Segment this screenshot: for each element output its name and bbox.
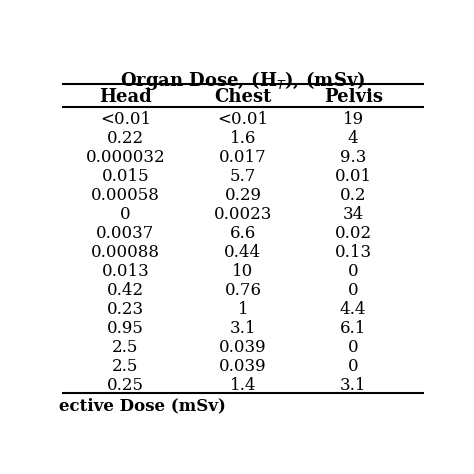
Text: 34: 34 xyxy=(343,206,364,223)
Text: <0.01: <0.01 xyxy=(100,111,151,128)
Text: 0.95: 0.95 xyxy=(107,319,144,337)
Text: 1.6: 1.6 xyxy=(230,130,256,147)
Text: 0: 0 xyxy=(348,263,358,280)
Text: 0.000032: 0.000032 xyxy=(86,149,165,166)
Text: 2.5: 2.5 xyxy=(112,338,138,356)
Text: Pelvis: Pelvis xyxy=(324,88,383,106)
Text: 0.0037: 0.0037 xyxy=(96,225,155,242)
Text: 0.0023: 0.0023 xyxy=(214,206,272,223)
Text: 4: 4 xyxy=(348,130,358,147)
Text: Chest: Chest xyxy=(214,88,272,106)
Text: 1.4: 1.4 xyxy=(230,377,256,393)
Text: 0.013: 0.013 xyxy=(101,263,149,280)
Text: 9.3: 9.3 xyxy=(340,149,366,166)
Text: ective Dose (mSv): ective Dose (mSv) xyxy=(59,397,226,414)
Text: 0.00088: 0.00088 xyxy=(91,244,160,261)
Text: 0.23: 0.23 xyxy=(107,301,144,318)
Text: 4.4: 4.4 xyxy=(340,301,366,318)
Text: 0.02: 0.02 xyxy=(335,225,372,242)
Text: 0: 0 xyxy=(348,338,358,356)
Text: Head: Head xyxy=(99,88,152,106)
Text: 0: 0 xyxy=(348,282,358,299)
Text: 0.00058: 0.00058 xyxy=(91,187,160,204)
Text: 10: 10 xyxy=(232,263,254,280)
Text: 6.1: 6.1 xyxy=(340,319,366,337)
Text: 0.22: 0.22 xyxy=(107,130,144,147)
Text: 2.5: 2.5 xyxy=(112,357,138,374)
Text: 3.1: 3.1 xyxy=(340,377,366,393)
Text: 0.017: 0.017 xyxy=(219,149,267,166)
Text: 0: 0 xyxy=(348,357,358,374)
Text: <0.01: <0.01 xyxy=(218,111,268,128)
Text: 0.13: 0.13 xyxy=(335,244,372,261)
Text: 0.039: 0.039 xyxy=(219,357,267,374)
Text: 0.42: 0.42 xyxy=(107,282,144,299)
Text: 1: 1 xyxy=(237,301,248,318)
Text: 0.76: 0.76 xyxy=(224,282,262,299)
Text: 3.1: 3.1 xyxy=(230,319,256,337)
Text: 0.039: 0.039 xyxy=(219,338,267,356)
Text: 6.6: 6.6 xyxy=(230,225,256,242)
Text: 0.25: 0.25 xyxy=(107,377,144,393)
Text: 19: 19 xyxy=(343,111,364,128)
Text: 5.7: 5.7 xyxy=(230,168,256,185)
Text: 0.44: 0.44 xyxy=(224,244,262,261)
Text: 0.015: 0.015 xyxy=(101,168,149,185)
Text: 0: 0 xyxy=(120,206,131,223)
Text: 0.2: 0.2 xyxy=(340,187,366,204)
Text: Organ Dose, (H$_T$), (mSv): Organ Dose, (H$_T$), (mSv) xyxy=(120,69,365,91)
Text: 0.01: 0.01 xyxy=(335,168,372,185)
Text: 0.29: 0.29 xyxy=(224,187,262,204)
